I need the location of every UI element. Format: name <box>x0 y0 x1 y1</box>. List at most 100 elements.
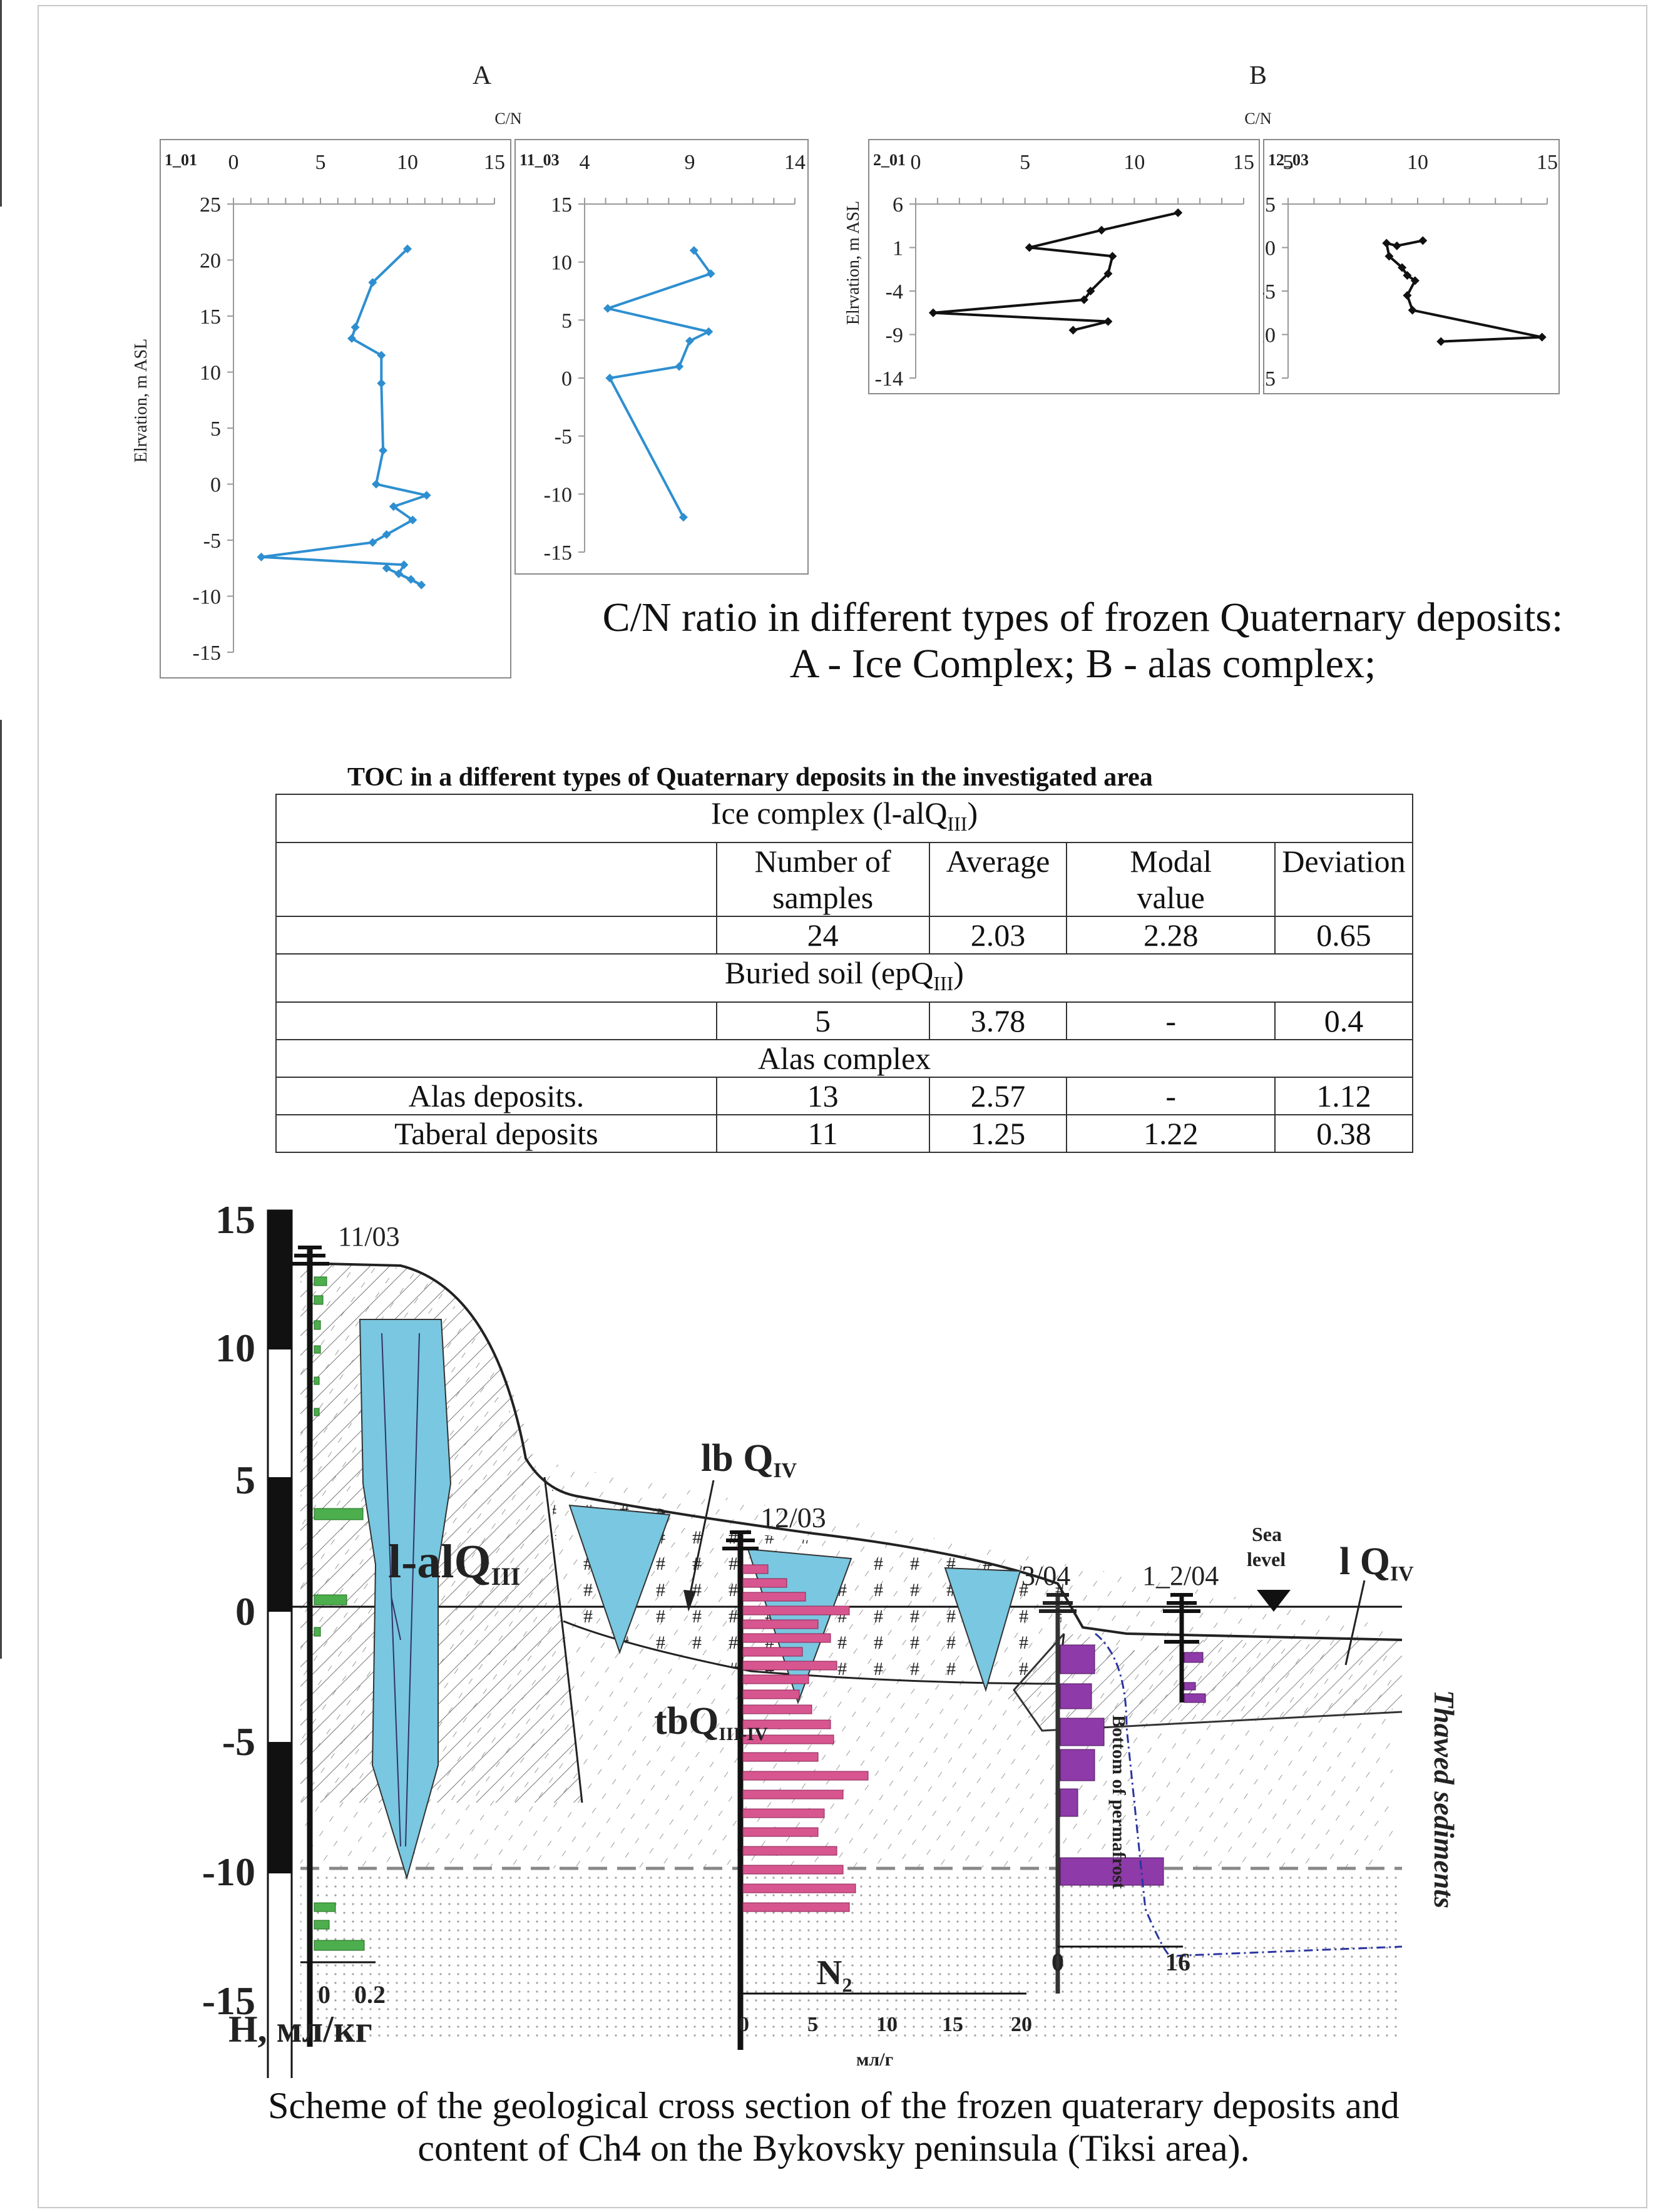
l-q-label: l QIV <box>1339 1540 1414 1585</box>
section-caption-line1: Scheme of the geological cross section o… <box>268 2085 1399 2126</box>
x-tick-label: 15 <box>484 151 505 174</box>
y-tick-label: -9 <box>886 324 903 347</box>
thawed-sediments-label: Thawed sediments <box>1428 1690 1460 1908</box>
buried-sub: III <box>933 972 954 995</box>
y-axis-label-a: Elrvation, m ASL <box>131 339 151 463</box>
ch4-bar <box>1060 1857 1164 1886</box>
ice-wedge-large <box>359 1319 452 1880</box>
y-axis-label-b: Elrvation, m ASL <box>844 201 863 325</box>
ch4-bar <box>1060 1749 1095 1781</box>
data-point <box>1403 270 1412 280</box>
page-frame <box>38 5 1647 2208</box>
y-tick-label: 0 <box>210 474 221 497</box>
ch4-bar <box>1060 1683 1092 1709</box>
data-point <box>1068 325 1078 335</box>
data-point <box>1403 290 1412 300</box>
y-tick-label: 6 <box>893 193 903 217</box>
y-tick-label: -5 <box>555 426 572 449</box>
x-tick-label: 0 <box>228 151 239 174</box>
data-point <box>1384 252 1394 261</box>
data-point <box>403 244 412 253</box>
data-point <box>350 322 360 332</box>
n2-bar <box>742 1865 844 1875</box>
cell-dev: 0.38 <box>1274 1114 1414 1153</box>
data-point <box>1097 225 1106 235</box>
x-tick-label: 15 <box>1233 151 1254 174</box>
table-row: Alas complex <box>275 1039 1413 1078</box>
y-tick-label: -15 <box>544 541 572 565</box>
n2-bar <box>742 1808 825 1818</box>
data-point <box>1392 241 1401 250</box>
permafrost-bottom-line <box>1095 1632 1403 1957</box>
borehole-3-04 <box>1039 1593 1077 1994</box>
data-point <box>1103 269 1113 279</box>
n2-profile-bars <box>742 1564 869 1912</box>
scale-5: 5 <box>235 1458 255 1502</box>
chart-name: 11_03 <box>519 151 560 169</box>
cn-caption: C/N ratio in different types of frozen Q… <box>601 595 1565 687</box>
y-tick-label: 10 <box>551 252 572 275</box>
edge-mark-top <box>0 0 2 207</box>
chart-1-01-frame <box>160 139 511 678</box>
chart-12-03-frame <box>1263 139 1560 394</box>
x-tick-label: 5 <box>315 151 326 174</box>
header-modal-2: value <box>1137 880 1205 915</box>
x-tick-label: 15 <box>1537 151 1558 174</box>
borehole-11-03 <box>290 1246 329 2047</box>
ice-wedge-large-lines <box>381 1333 420 1847</box>
data-point <box>377 351 386 360</box>
data-point <box>1079 295 1088 304</box>
data-point <box>389 502 398 511</box>
data-point <box>347 334 357 343</box>
n2-bar <box>742 1704 812 1714</box>
ice-wedge-4 <box>944 1567 1021 1692</box>
data-point <box>1436 337 1446 346</box>
chart-2-01-frame <box>868 139 1260 394</box>
ch4-bar <box>1060 1644 1095 1674</box>
cell-empty <box>275 916 717 955</box>
borehole-3-04-label: 3/04 <box>1021 1560 1070 1591</box>
ch4-bars-1-2-04 <box>1184 1652 1206 1703</box>
cell-n: 5 <box>715 1001 930 1040</box>
chart-11-03-frame <box>514 139 809 575</box>
ice-complex-sub: III <box>947 812 968 835</box>
scale-minus-10: -10 <box>202 1850 255 1894</box>
data-point <box>685 336 694 346</box>
n2-bar <box>742 1827 819 1837</box>
y-tick-label: 20 <box>200 250 221 273</box>
x-tick-label: 14 <box>784 151 806 174</box>
n2-bar <box>742 1661 837 1671</box>
tb-label: tbQIII-IV <box>654 1700 768 1744</box>
x-tick-label: 9 <box>685 151 695 174</box>
cell-n: 11 <box>715 1114 930 1153</box>
x-tick-label: 4 <box>580 151 590 174</box>
x-tick-label: 10 <box>1407 151 1428 174</box>
n2-bar <box>742 1719 831 1729</box>
table-row: 24 2.03 2.28 0.65 <box>275 916 1414 955</box>
header-number-2: samples <box>772 880 874 915</box>
x-tick-label: 10 <box>397 151 418 174</box>
chart-name: 2_01 <box>873 151 906 169</box>
data-point <box>1086 287 1095 295</box>
data-point <box>382 530 391 540</box>
n2-tick: 10 <box>876 2013 898 2036</box>
lal-label: l-alQIII <box>388 1535 520 1590</box>
cell-dev: 0.4 <box>1274 1001 1414 1040</box>
y-tick-label: 5 <box>1265 193 1276 217</box>
x-tick-label: 5 <box>1020 151 1030 174</box>
cross-section: # 15 10 5 0 -5 -10 -15 11/03 0 0. <box>202 1197 1460 2078</box>
data-point <box>1108 252 1117 261</box>
sea-level-label-1: Sea <box>1252 1523 1282 1545</box>
scale-minus-5: -5 <box>222 1719 255 1764</box>
ice-complex-boundary <box>543 1477 583 1803</box>
n2-tick: 0 <box>739 2013 749 2036</box>
y-tick-label: 5 <box>561 309 572 332</box>
data-point <box>706 269 715 279</box>
y-tick-label: -10 <box>193 586 221 609</box>
y-tick-label: -15 <box>1263 367 1276 391</box>
cn-caption-line2: A - Ice Complex; B - alas complex; <box>789 641 1376 687</box>
cell-avg: 1.25 <box>928 1114 1068 1153</box>
x-tick-label: 5 <box>1283 151 1294 174</box>
ch4-tick-0: 0 <box>1051 1948 1064 1976</box>
h-axis-label: H, мл/кг <box>228 2009 372 2050</box>
